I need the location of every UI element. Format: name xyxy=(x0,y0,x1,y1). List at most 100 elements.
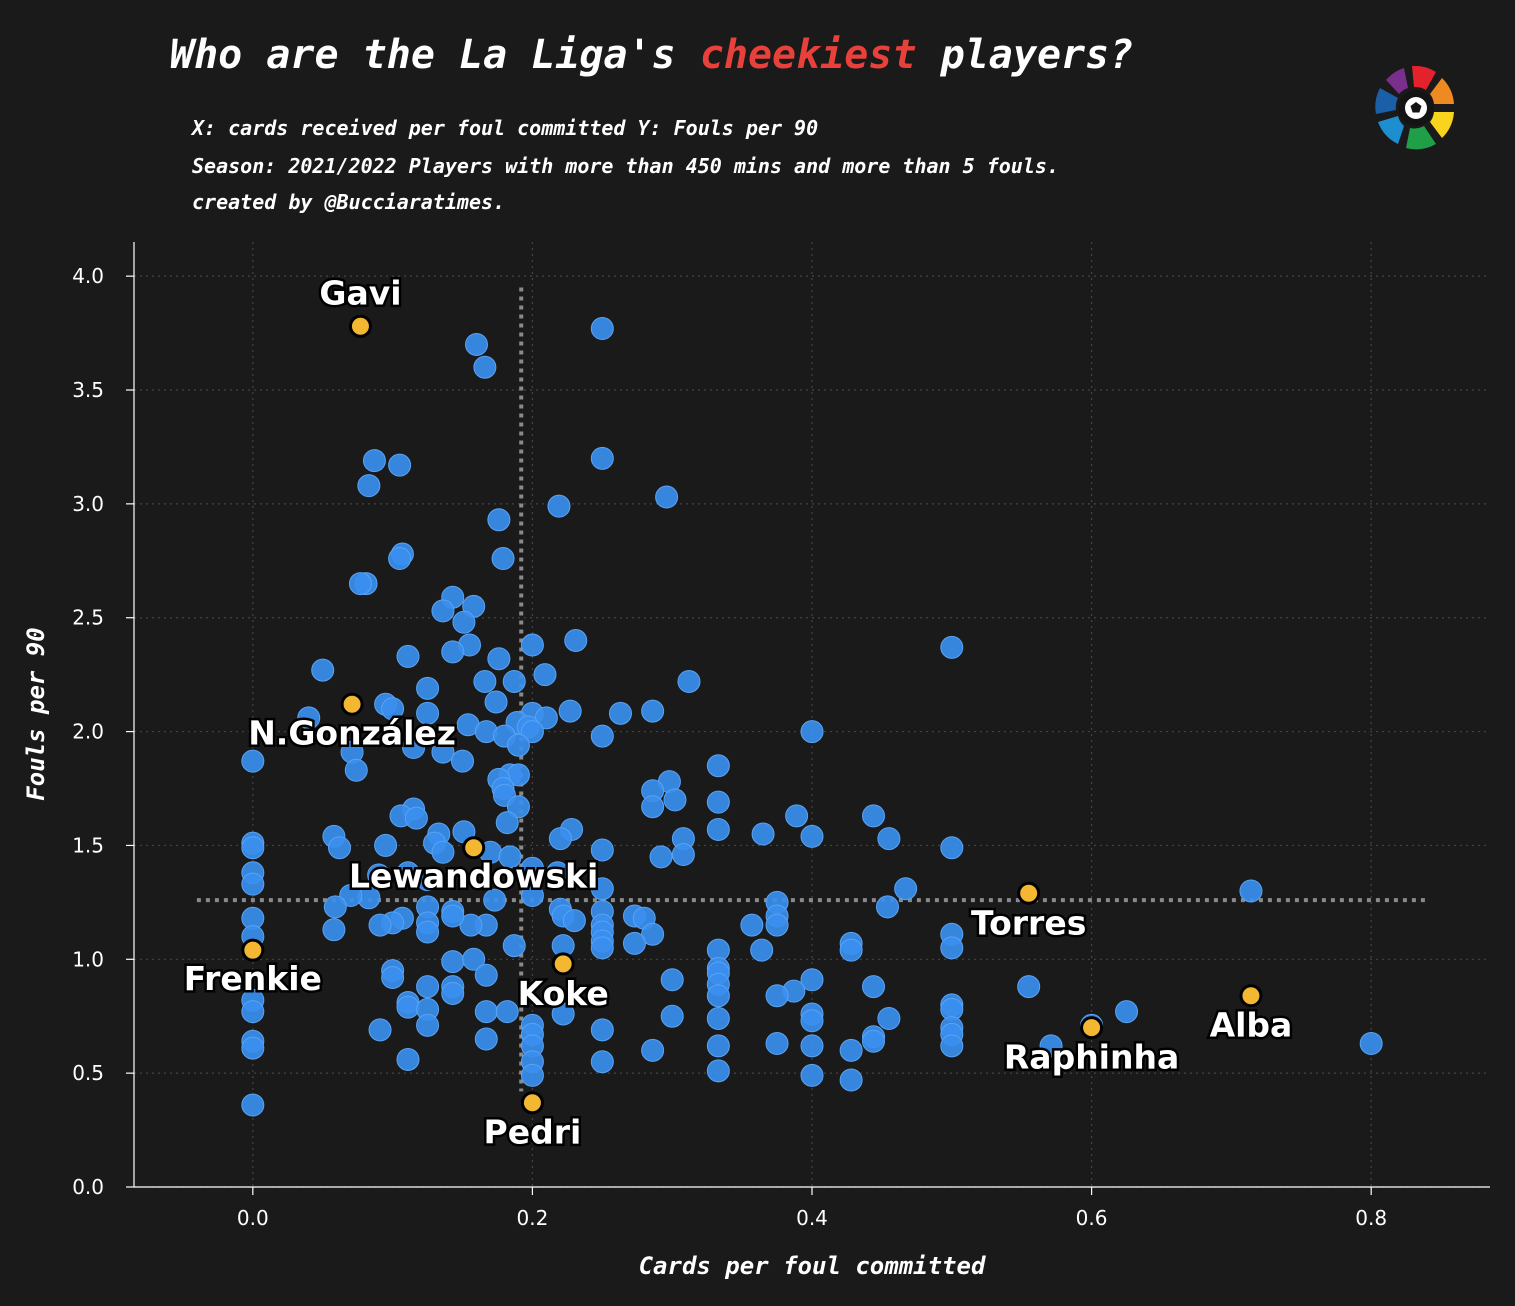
data-point xyxy=(520,720,544,744)
data-point xyxy=(765,1032,789,1056)
data-point xyxy=(590,446,614,470)
highlighted-point xyxy=(551,952,575,976)
data-point xyxy=(1039,1034,1063,1058)
highlighted-point xyxy=(340,692,364,716)
y-tick-label: 2.5 xyxy=(72,606,104,630)
player-label: Frenkie xyxy=(184,959,322,998)
data-point xyxy=(241,836,265,860)
data-point xyxy=(241,1000,265,1024)
data-point xyxy=(344,758,368,782)
data-point xyxy=(441,904,465,928)
data-point xyxy=(800,824,824,848)
subtitle-season: Season: 2021/2022 Players with more than… xyxy=(192,154,1059,178)
data-point xyxy=(416,975,440,999)
y-axis-label: Fouls per 90 xyxy=(22,627,50,800)
data-point xyxy=(677,669,701,693)
data-point xyxy=(322,918,346,942)
data-point xyxy=(706,790,730,814)
data-point xyxy=(671,843,695,867)
player-label: Raphinha xyxy=(1004,1038,1179,1077)
data-point xyxy=(785,804,809,828)
data-point xyxy=(839,1038,863,1062)
mean-lines xyxy=(196,287,1428,1092)
data-point xyxy=(590,1050,614,1074)
data-point xyxy=(660,1004,684,1028)
y-tick-label: 1.0 xyxy=(72,947,104,971)
data-point xyxy=(368,913,392,937)
data-point xyxy=(491,547,515,571)
data-point xyxy=(590,936,614,960)
data-point xyxy=(663,788,687,812)
data-point xyxy=(483,888,507,912)
data-point xyxy=(416,1013,440,1037)
data-point xyxy=(590,877,614,901)
player-label: Gavi xyxy=(319,273,401,312)
data-point xyxy=(590,724,614,748)
data-point xyxy=(474,1000,498,1024)
y-tick-label: 2.0 xyxy=(72,720,104,744)
data-point xyxy=(706,754,730,778)
player-label: N.González xyxy=(248,713,456,752)
data-point xyxy=(706,1006,730,1030)
data-point xyxy=(800,720,824,744)
player-label: Alba xyxy=(1210,1006,1293,1045)
data-point xyxy=(706,817,730,841)
data-point xyxy=(396,1047,420,1071)
data-point xyxy=(416,868,440,892)
data-point xyxy=(894,877,918,901)
data-point xyxy=(241,749,265,773)
data-point xyxy=(534,706,558,730)
data-point xyxy=(877,827,901,851)
data-point xyxy=(641,922,665,946)
data-point xyxy=(241,872,265,896)
highlighted-point xyxy=(1239,984,1263,1008)
data-point xyxy=(660,968,684,992)
data-point xyxy=(750,938,774,962)
data-point xyxy=(940,936,964,960)
data-point xyxy=(502,934,526,958)
data-point xyxy=(473,355,497,379)
y-tick-label: 0.5 xyxy=(72,1061,104,1085)
data-point xyxy=(641,795,665,819)
highlighted-point xyxy=(1080,1016,1104,1040)
data-point xyxy=(877,1006,901,1030)
data-point xyxy=(362,449,386,473)
data-point xyxy=(706,984,730,1008)
data-point xyxy=(1359,1032,1383,1056)
x-axis-label: Cards per foul committed xyxy=(639,1252,986,1280)
data-point xyxy=(368,1018,392,1042)
data-point xyxy=(498,845,522,869)
ticks: 0.0 0.2 0.4 0.6 0.8 0.0 0.5 1.0 1.5 2.0 2.5 3.0 3.5 4… xyxy=(72,264,1387,1230)
data-point xyxy=(396,995,420,1019)
data-point xyxy=(839,1068,863,1092)
highlighted-point xyxy=(241,938,265,962)
data-point xyxy=(487,647,511,671)
y-tick-label: 3.5 xyxy=(72,378,104,402)
data-point xyxy=(297,706,321,730)
data-point xyxy=(381,697,405,721)
data-point xyxy=(416,701,440,725)
data-point xyxy=(327,836,351,860)
data-point xyxy=(441,640,465,664)
data-point xyxy=(765,913,789,937)
data-point xyxy=(323,895,347,919)
highlighted-point xyxy=(348,314,372,338)
data-points xyxy=(241,317,1383,1117)
data-point xyxy=(241,1036,265,1060)
data-point xyxy=(367,863,391,887)
data-point xyxy=(520,633,544,657)
title-part-2: players? xyxy=(916,32,1134,78)
data-point xyxy=(590,838,614,862)
data-point xyxy=(402,736,426,760)
title-highlight: cheekiest xyxy=(699,32,917,78)
data-point xyxy=(388,453,412,477)
data-point xyxy=(506,733,530,757)
data-point xyxy=(765,984,789,1008)
y-tick-label: 0.0 xyxy=(72,1175,104,1199)
data-point xyxy=(800,1009,824,1033)
data-point xyxy=(464,332,488,356)
data-point xyxy=(940,635,964,659)
highlighted-point xyxy=(462,836,486,860)
data-point xyxy=(740,913,764,937)
